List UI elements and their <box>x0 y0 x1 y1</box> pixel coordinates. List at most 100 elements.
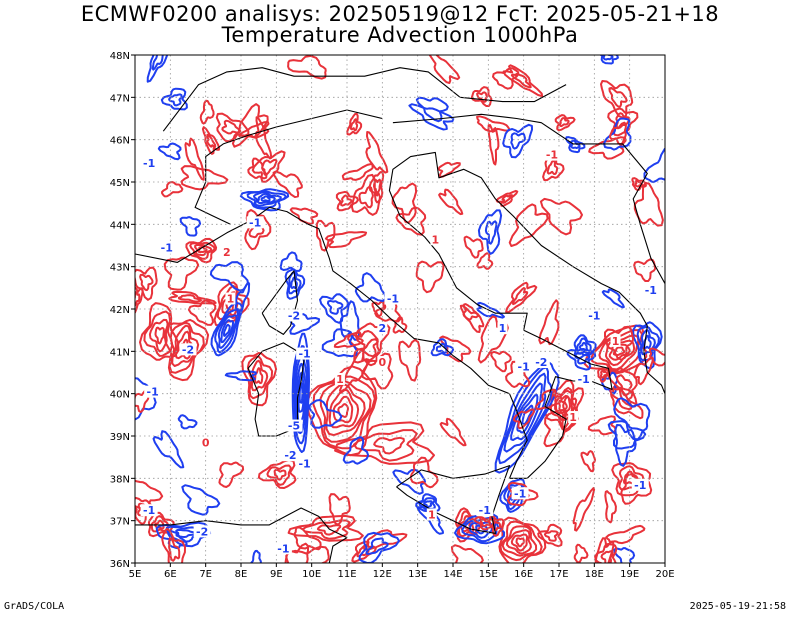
advection-contour <box>423 500 433 508</box>
advection-contour <box>543 530 559 542</box>
advection-contour <box>430 338 455 357</box>
advection-contour <box>631 177 647 191</box>
advection-contour <box>513 408 536 430</box>
advection-contour <box>161 181 184 198</box>
contour-label: -1 <box>588 309 600 322</box>
advection-contour <box>572 487 596 532</box>
x-tick-label: 8E <box>235 569 248 580</box>
advection-contour <box>477 209 503 255</box>
advection-contour <box>199 99 215 125</box>
advection-contour <box>161 527 186 563</box>
gridlines <box>135 55 665 563</box>
advection-contour <box>266 464 292 486</box>
advection-contour <box>498 516 547 563</box>
advection-contour <box>392 316 408 334</box>
advection-contour <box>341 163 374 181</box>
contour-label: 1 <box>499 322 507 335</box>
contour-label: -1 <box>546 149 558 162</box>
advection-contour <box>254 116 273 160</box>
advection-contour <box>244 209 272 251</box>
contour-label-bg <box>179 343 197 356</box>
contour-label-bg <box>274 542 292 555</box>
advection-contour <box>154 326 165 345</box>
y-tick-label: 48N <box>110 51 130 62</box>
advection-contour <box>476 252 494 270</box>
contour-label-bg <box>642 284 660 297</box>
advection-contour <box>607 107 639 137</box>
advection-contour <box>505 360 531 388</box>
contour-label-bg <box>543 148 561 161</box>
advection-contour <box>409 456 439 489</box>
y-tick-label: 38N <box>110 474 130 485</box>
advection-contour <box>505 281 538 314</box>
advection-contour <box>358 185 374 209</box>
advection-contour <box>633 258 657 282</box>
advection-contour <box>439 335 472 363</box>
advection-contour <box>223 323 231 337</box>
coastline <box>162 67 567 132</box>
advection-contour <box>201 126 221 155</box>
contour-label: -1 <box>387 293 399 306</box>
advection-contour <box>340 194 353 207</box>
contour-label-bg <box>285 419 303 432</box>
contour-label: -1 <box>645 284 657 297</box>
x-tick-label: 9E <box>270 569 283 580</box>
chart-subtitle: Temperature Advection 1000hPa <box>221 23 579 47</box>
contour-label: 0 <box>202 436 210 449</box>
advection-contour <box>293 526 322 551</box>
x-tick-label: 11E <box>337 569 356 580</box>
contour-label: -1 <box>578 373 590 386</box>
advection-contour <box>587 415 617 436</box>
advection-contour <box>287 55 327 80</box>
advection-contour <box>353 429 418 462</box>
advection-contour <box>636 325 660 362</box>
advection-contour <box>179 216 202 237</box>
contour-label-bg <box>532 356 550 369</box>
advection-contour <box>189 241 216 260</box>
advection-contour <box>542 153 565 182</box>
advection-contour <box>391 182 418 224</box>
contour-label: -2 <box>288 309 300 322</box>
contour-label: -2 <box>196 525 208 538</box>
contour-label-bg <box>296 347 314 360</box>
advection-contour <box>607 420 647 450</box>
contour-label-bg <box>384 292 402 305</box>
advection-contour <box>576 337 592 355</box>
contour-label-bg <box>631 478 649 491</box>
advection-contour <box>605 339 636 367</box>
advection-contour <box>256 192 276 204</box>
advection-contour <box>515 537 525 548</box>
contour-label: -2 <box>182 343 194 356</box>
contour-label-bg <box>515 360 533 373</box>
advection-contour <box>506 529 532 555</box>
advection-contour <box>632 321 663 370</box>
advection-contour <box>143 310 174 357</box>
advection-contour <box>249 549 262 563</box>
advection-contour <box>257 458 297 489</box>
contour-label-bg <box>144 385 162 398</box>
advection-contour <box>580 450 596 473</box>
contour-label: -1 <box>514 487 526 500</box>
advection-contour <box>603 117 632 151</box>
advection-contour <box>135 377 157 421</box>
advection-contour <box>608 86 628 108</box>
advection-contour <box>415 260 445 294</box>
advection-contour <box>328 388 360 429</box>
advection-contour <box>217 314 238 349</box>
advection-contour <box>492 67 520 90</box>
advection-contour <box>362 529 408 551</box>
contour-label-bg <box>610 334 621 347</box>
y-tick-label: 41N <box>110 347 130 358</box>
contour-label: 0 <box>379 356 387 369</box>
advection-contour <box>273 468 287 481</box>
advection-contour <box>241 352 278 407</box>
advection-contour <box>477 315 509 364</box>
advection-contour <box>298 382 304 404</box>
contour-label-bg <box>568 411 579 424</box>
advection-contour <box>510 73 532 89</box>
x-tick-label: 12E <box>373 569 392 580</box>
advection-contour <box>371 300 387 317</box>
advection-contour <box>185 237 218 264</box>
advection-contour <box>609 121 627 146</box>
